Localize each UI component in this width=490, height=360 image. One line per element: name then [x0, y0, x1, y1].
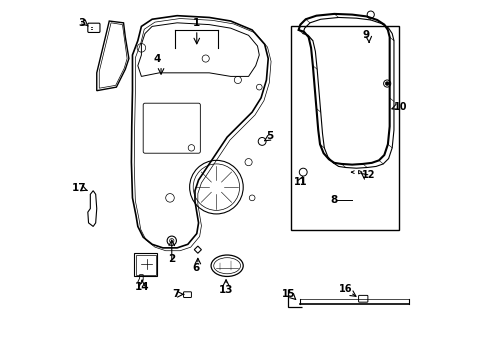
Text: 8: 8 [330, 195, 337, 204]
Circle shape [386, 82, 389, 85]
Text: 6: 6 [192, 263, 199, 273]
Text: 1: 1 [193, 18, 200, 28]
Text: 4: 4 [154, 54, 161, 64]
Text: 2: 2 [168, 253, 175, 264]
Text: 13: 13 [219, 285, 233, 295]
Text: 17: 17 [72, 183, 86, 193]
Text: 12: 12 [362, 170, 375, 180]
Text: 3: 3 [78, 18, 85, 28]
Polygon shape [138, 23, 259, 76]
Text: 10: 10 [393, 102, 407, 112]
Text: 15: 15 [282, 289, 295, 298]
Text: 7: 7 [173, 289, 180, 299]
Text: 16: 16 [339, 284, 352, 294]
Text: 5: 5 [267, 131, 273, 141]
FancyArrowPatch shape [351, 171, 354, 174]
Text: 14: 14 [135, 282, 149, 292]
Text: 11: 11 [294, 177, 307, 187]
Text: 9: 9 [363, 30, 370, 40]
